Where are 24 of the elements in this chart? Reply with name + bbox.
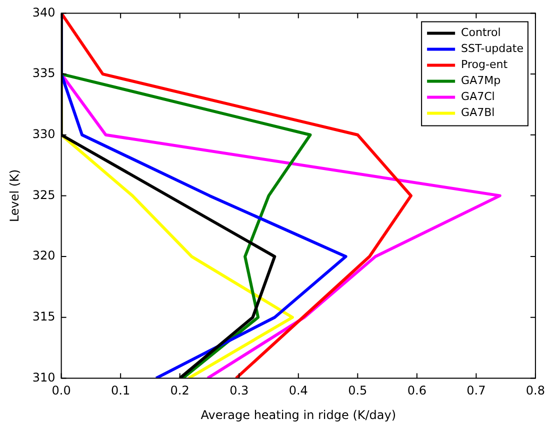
- legend-label: Control: [461, 26, 501, 40]
- legend-label: Prog-ent: [461, 58, 508, 72]
- x-axis-title: Average heating in ridge (K/day): [200, 408, 396, 422]
- y-tick-label: 320: [32, 248, 56, 263]
- y-axis-title: Level (K): [7, 169, 22, 222]
- legend-label: GA7Cl: [461, 90, 495, 104]
- y-tick-label: 340: [32, 5, 56, 20]
- y-tick-label: 325: [32, 188, 56, 202]
- x-tick-label: 0.3: [230, 384, 249, 398]
- x-tick-label: 0.1: [111, 384, 130, 398]
- x-tick-label: 0.6: [407, 384, 426, 398]
- legend-label: SST-update: [461, 42, 524, 56]
- legend-label: GA7Mp: [461, 74, 501, 88]
- x-tick-label: 0.0: [52, 384, 71, 398]
- x-tick-label: 0.7: [466, 384, 486, 398]
- legend-label: GA7Bl: [461, 106, 495, 120]
- y-tick-label: 310: [32, 370, 56, 384]
- y-tick-label: 330: [32, 126, 56, 141]
- x-tick-label: 0.4: [288, 384, 308, 398]
- x-tick-label: 0.2: [170, 384, 190, 398]
- y-tick-label: 335: [32, 66, 56, 80]
- x-tick-label: 0.5: [348, 384, 368, 398]
- y-tick-label: 315: [32, 309, 56, 324]
- x-tick-label: 0.8: [526, 384, 546, 398]
